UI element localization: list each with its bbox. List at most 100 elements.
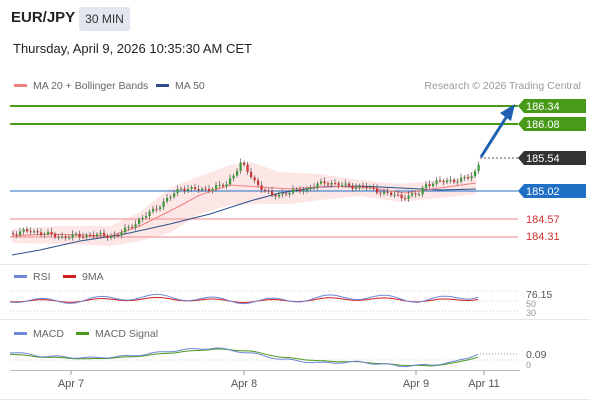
price-tag-186-34: 186.34 [518, 99, 586, 113]
price-tag-185-02: 185.02 [518, 184, 586, 198]
candle-body [29, 231, 32, 233]
candle-body [141, 217, 144, 220]
candle-body [439, 180, 442, 182]
candle-body [411, 193, 414, 196]
candle-body [404, 198, 407, 200]
candle-body [253, 177, 256, 181]
candle-body [474, 171, 477, 177]
candle-body [246, 164, 249, 172]
candle-body [225, 184, 228, 187]
candle-body [106, 235, 109, 238]
candle-body [204, 188, 207, 190]
candle-body [176, 189, 179, 194]
candle-body [320, 181, 323, 184]
candle-body [229, 178, 232, 185]
ma20-line [11, 182, 477, 237]
price-tag-185-54: 185.54 [518, 151, 586, 165]
candle-body [85, 234, 88, 238]
rsi-9ma-line [9, 297, 479, 304]
legend-swatch [156, 83, 169, 87]
legend-swatch [14, 83, 27, 87]
candle-body [453, 180, 456, 183]
candle-body [407, 195, 410, 199]
candle-body [138, 219, 141, 225]
candle-body [470, 176, 473, 179]
candle-body [463, 177, 466, 179]
candle-body [169, 196, 172, 198]
candle-body [89, 234, 92, 236]
candle-body [250, 171, 253, 178]
candle-body [218, 184, 221, 186]
candle-body [239, 162, 242, 171]
legend-item-ma50: MA 50 [156, 80, 205, 92]
candle-body [446, 180, 449, 183]
candle-body [344, 183, 347, 185]
candle-body [222, 184, 225, 187]
timeframe-badge[interactable]: 30 MIN [79, 7, 130, 31]
candle-body [208, 188, 211, 191]
candle-body [33, 231, 36, 233]
datetime-label: Thursday, April 9, 2026 10:35:30 AM CET [13, 41, 252, 56]
candle-body [232, 175, 235, 179]
macd-value: 0.09 [526, 349, 547, 361]
candle-body [351, 185, 354, 189]
candle-body [162, 201, 165, 208]
candle-body [243, 162, 246, 165]
rsi-level-30: 30 [526, 308, 536, 318]
candle-body [211, 189, 214, 191]
macd-line [9, 347, 479, 368]
forecast-arrow-shaft [479, 115, 509, 158]
candle-body [103, 232, 106, 236]
candle-body [292, 189, 295, 193]
candle-body [47, 231, 50, 235]
legend-item-ma20: MA 20 + Bollinger Bands [14, 80, 148, 92]
legend-item-rsi: RSI [14, 271, 51, 283]
legend-label: MA 50 [175, 80, 205, 92]
candle-body [362, 185, 365, 187]
candle-body [113, 235, 116, 237]
candle-body [194, 187, 197, 190]
macd-signal-line [9, 348, 479, 367]
candle-body [134, 224, 137, 228]
candle-body [355, 187, 358, 189]
candle-body [337, 183, 340, 186]
candle-body [15, 234, 18, 236]
candle-body [54, 233, 57, 238]
bollinger-band-area [12, 162, 476, 246]
candlestick-series [12, 158, 480, 241]
candle-body [180, 188, 183, 190]
candle-body [190, 187, 193, 189]
price-tag-186-08: 186.08 [518, 117, 586, 131]
candle-body [12, 233, 15, 235]
legend-swatch [14, 331, 27, 335]
candle-body [159, 207, 162, 210]
candle-body [264, 189, 267, 191]
candle-body [197, 189, 200, 191]
candle-body [295, 189, 298, 191]
candle-body [400, 194, 403, 199]
legend-item-macd-signal: MACD Signal [76, 328, 158, 340]
candle-body [467, 177, 470, 179]
candle-body [19, 231, 22, 235]
candle-body [26, 229, 29, 232]
candle-body [456, 181, 459, 183]
candle-body [50, 231, 53, 234]
candle-body [376, 188, 379, 193]
forecast-arrow-head [500, 104, 515, 121]
candle-body [155, 208, 158, 210]
candle-body [173, 193, 176, 197]
candle-body [274, 195, 277, 197]
candle-body [432, 183, 435, 187]
candle-body [43, 234, 46, 236]
candle-body [201, 188, 204, 191]
candle-body [302, 190, 305, 192]
candle-body [442, 180, 445, 183]
candle-body [299, 189, 302, 192]
candle-body [78, 233, 81, 237]
candle-body [285, 193, 288, 195]
candle-body [99, 232, 102, 235]
legend-item-9ma: 9MA [63, 271, 104, 283]
price-tag-label: 185.54 [526, 153, 560, 165]
candle-body [435, 180, 438, 184]
price-tag-label: 186.08 [526, 119, 560, 131]
